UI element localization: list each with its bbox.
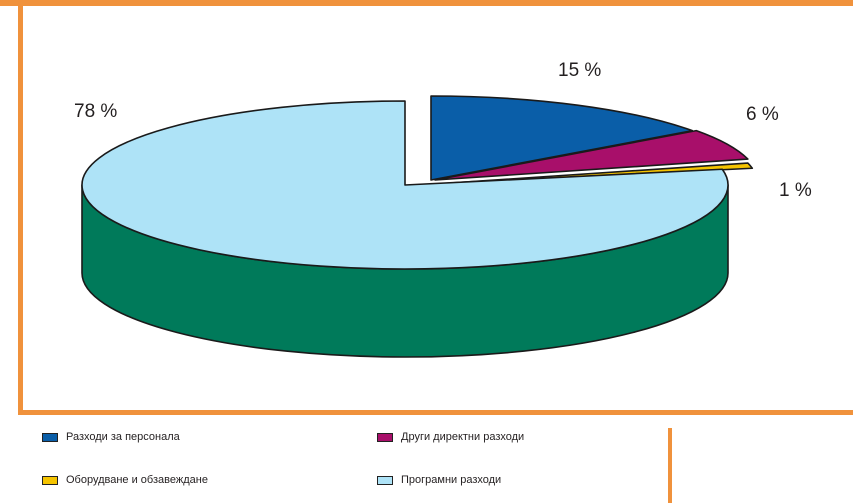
legend-item-program: Програмни разходи <box>377 474 501 486</box>
pie-slice-top <box>434 129 749 181</box>
slice-label-direct: 6 % <box>746 104 779 125</box>
slice-label-personnel: 15 % <box>558 60 601 81</box>
legend-swatch <box>42 432 58 442</box>
frame-legend-separator <box>668 428 672 503</box>
legend-label: Програмни разходи <box>401 474 502 486</box>
pie-slice-top <box>81 100 729 270</box>
slice-label-equipment: 1 % <box>779 180 812 201</box>
legend-label: Оборудване и обзавеждане <box>66 474 208 486</box>
pie-chart: 15 % 6 % 1 % 78 % <box>74 60 812 358</box>
frame-legend-divider <box>18 410 853 415</box>
legend-item-equipment: Оборудване и обзавеждане <box>42 474 208 486</box>
frame-top-border <box>0 0 853 6</box>
frame-left-border <box>18 0 23 415</box>
pie-slice-top <box>430 95 694 181</box>
legend-label: Други директни разходи <box>401 431 525 443</box>
legend-swatch <box>42 475 58 485</box>
legend-item-direct: Други директни разходи <box>377 431 524 443</box>
legend-item-personnel: Разходи за персонала <box>42 431 180 443</box>
legend-swatch <box>377 475 393 485</box>
legend-swatch <box>377 432 393 442</box>
legend-label: Разходи за персонала <box>66 431 180 443</box>
slice-label-program: 78 % <box>74 101 117 122</box>
